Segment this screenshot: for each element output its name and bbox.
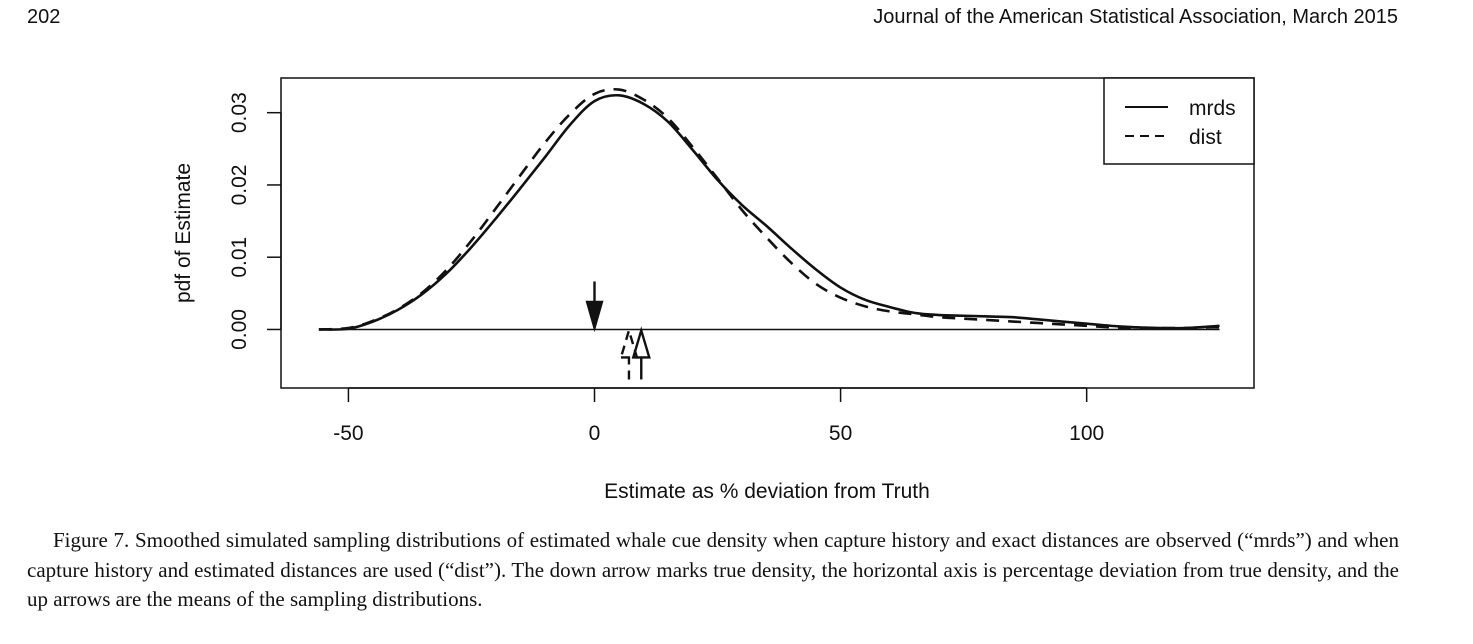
y-tick-label: 0.01 xyxy=(228,237,251,278)
x-tick-label: 50 xyxy=(829,422,852,445)
y-axis-label: pdf of Estimate xyxy=(172,163,195,303)
axes-layer: -50 0 50 100 0.00 0.01 0.02 0.03 xyxy=(228,92,1104,445)
x-tick-label: -50 xyxy=(333,422,363,445)
x-axis-label: Estimate as % deviation from Truth xyxy=(604,480,930,503)
legend: mrds dist xyxy=(1103,77,1255,165)
x-tick-label: 100 xyxy=(1069,422,1104,445)
y-tick-label: 0.00 xyxy=(228,309,251,350)
density-chart: -50 0 50 100 0.00 0.01 0.02 0.03 Estimate as % … xyxy=(172,77,1255,503)
y-tick-label: 0.02 xyxy=(228,165,251,206)
series-line-mrds xyxy=(318,93,1220,331)
x-tick-label: 0 xyxy=(589,422,601,445)
page-number: 202 xyxy=(27,6,61,28)
mean-arrow-mrds xyxy=(631,326,651,380)
mean-arrow-dist xyxy=(619,326,639,380)
journal-header: Journal of the American Statistical Asso… xyxy=(873,6,1398,28)
true-density-arrow xyxy=(585,281,604,333)
legend-label-mrds: mrds xyxy=(1189,97,1236,120)
series-line-dist xyxy=(318,87,1220,331)
plot-layer xyxy=(318,87,1220,380)
legend-label-dist: dist xyxy=(1189,126,1222,149)
legend-box xyxy=(1103,77,1255,165)
y-tick-label: 0.03 xyxy=(228,92,251,133)
figure-caption: Figure 7. Smoothed simulated sampling di… xyxy=(27,528,1399,611)
